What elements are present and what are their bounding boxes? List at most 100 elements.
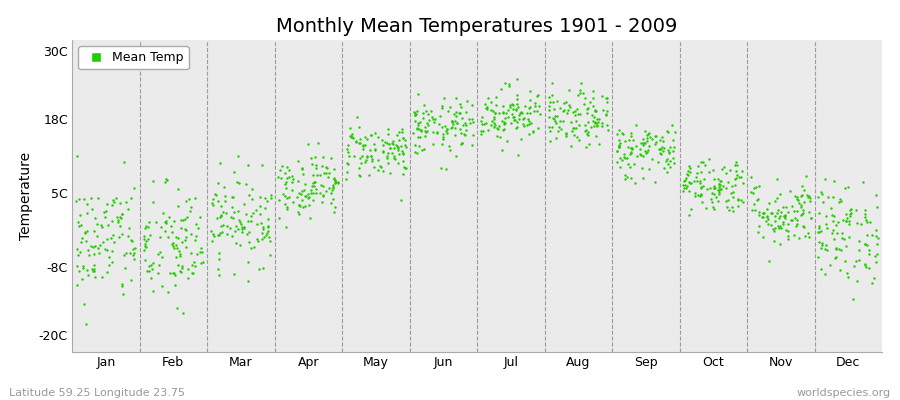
- Point: [490, 125, 504, 131]
- Point: [319, 187, 333, 194]
- Point: [643, 133, 657, 140]
- Point: [320, 174, 335, 180]
- Point: [410, 149, 425, 156]
- Point: [626, 161, 641, 168]
- Point: [842, 234, 857, 241]
- Point: [249, 207, 264, 213]
- Point: [600, 99, 615, 105]
- Point: [342, 153, 356, 159]
- Point: [448, 131, 463, 138]
- Point: [797, 232, 812, 239]
- Point: [410, 121, 425, 128]
- Point: [186, 258, 201, 265]
- Point: [381, 159, 395, 166]
- Point: [804, 215, 818, 222]
- Point: [76, 276, 90, 282]
- Point: [500, 106, 515, 113]
- Point: [127, 250, 141, 256]
- Point: [544, 92, 559, 98]
- Point: [71, 252, 86, 258]
- Point: [80, 272, 94, 278]
- Point: [585, 112, 599, 119]
- Point: [385, 150, 400, 156]
- Point: [214, 212, 229, 218]
- Point: [612, 142, 626, 148]
- Point: [496, 110, 510, 116]
- Point: [104, 202, 119, 208]
- Point: [499, 110, 513, 116]
- Point: [545, 115, 560, 121]
- Point: [419, 120, 434, 126]
- Point: [410, 134, 425, 140]
- Point: [114, 215, 129, 222]
- Point: [702, 156, 716, 163]
- Point: [661, 147, 675, 153]
- Point: [104, 248, 119, 254]
- Point: [390, 143, 404, 150]
- Point: [286, 176, 301, 183]
- Point: [260, 230, 274, 236]
- Point: [573, 110, 588, 117]
- Point: [88, 215, 103, 222]
- Point: [526, 108, 541, 114]
- Point: [823, 262, 837, 268]
- Point: [634, 152, 648, 158]
- Point: [158, 218, 172, 225]
- Point: [624, 145, 638, 152]
- Point: [624, 144, 638, 151]
- Point: [165, 228, 179, 235]
- Point: [353, 173, 367, 180]
- Point: [617, 176, 632, 183]
- Point: [497, 119, 511, 125]
- Point: [713, 186, 727, 192]
- Point: [339, 146, 354, 152]
- Point: [71, 219, 86, 225]
- Point: [420, 110, 435, 117]
- Point: [101, 222, 115, 228]
- Point: [172, 248, 186, 254]
- Point: [657, 144, 671, 151]
- Point: [190, 251, 204, 257]
- Point: [352, 172, 366, 179]
- Point: [580, 119, 595, 125]
- Point: [839, 211, 853, 218]
- Point: [586, 94, 600, 101]
- Point: [785, 203, 799, 209]
- Point: [693, 178, 707, 184]
- Point: [178, 216, 193, 222]
- Point: [825, 218, 840, 224]
- Point: [235, 224, 249, 230]
- Point: [570, 134, 584, 140]
- Point: [70, 282, 85, 288]
- Point: [295, 166, 310, 172]
- Point: [639, 138, 653, 144]
- Point: [343, 124, 357, 131]
- Point: [640, 132, 654, 138]
- Point: [313, 182, 328, 188]
- Point: [788, 193, 803, 200]
- Point: [112, 234, 126, 240]
- Point: [722, 207, 736, 214]
- Point: [330, 179, 345, 185]
- Point: [601, 126, 616, 133]
- Point: [327, 165, 341, 172]
- Point: [280, 195, 294, 202]
- Point: [363, 147, 377, 153]
- Point: [705, 190, 719, 196]
- Point: [648, 133, 662, 139]
- Point: [624, 130, 638, 136]
- Point: [234, 221, 248, 228]
- Point: [276, 190, 291, 197]
- Point: [151, 250, 166, 257]
- Point: [618, 172, 633, 178]
- Point: [684, 180, 698, 186]
- Point: [862, 219, 877, 225]
- Point: [814, 188, 829, 195]
- Point: [233, 219, 248, 225]
- Point: [272, 196, 286, 203]
- Point: [138, 241, 152, 247]
- Point: [716, 183, 731, 189]
- Point: [612, 127, 626, 134]
- Point: [208, 190, 222, 197]
- Point: [580, 129, 595, 135]
